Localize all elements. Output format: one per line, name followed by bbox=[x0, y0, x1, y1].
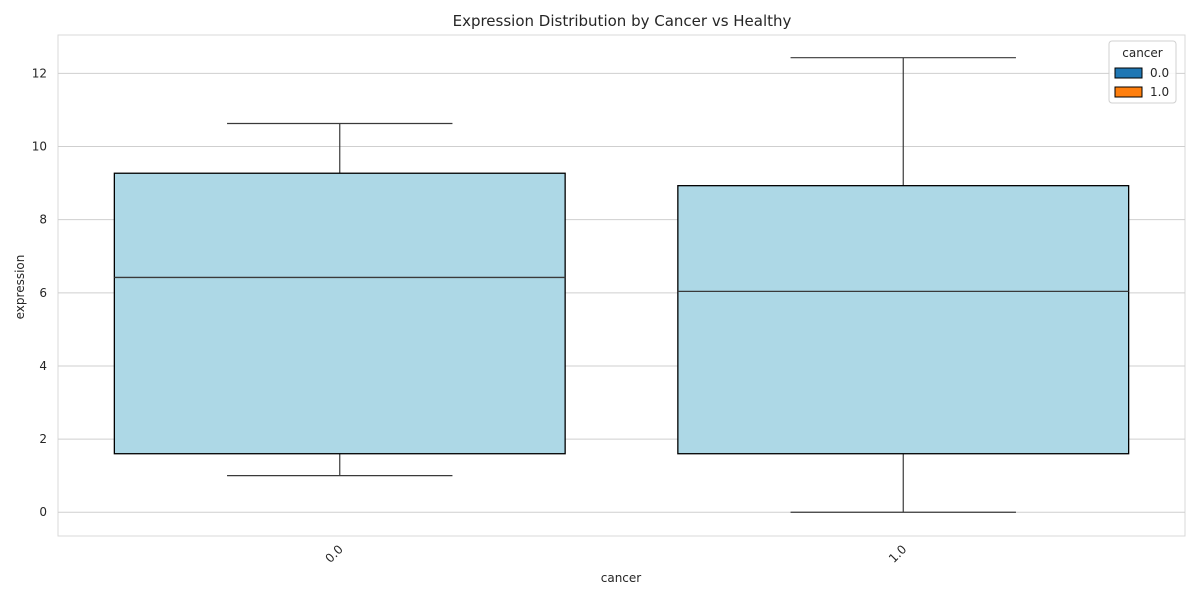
y-tick-label-2: 4 bbox=[39, 359, 47, 373]
x-tick-label-1: 1.0 bbox=[886, 542, 909, 565]
legend-label-1.0: 1.0 bbox=[1150, 85, 1169, 99]
plot-area: 0 2 4 6 8 10 12 0.0 1.0 bbox=[32, 34, 1186, 566]
box-1.0 bbox=[677, 185, 1130, 455]
y-tick-label-6: 12 bbox=[32, 66, 47, 80]
y-tick-label-1: 2 bbox=[39, 432, 47, 446]
legend: cancer 0.0 1.0 bbox=[1108, 40, 1177, 104]
y-tick-label-4: 8 bbox=[39, 213, 47, 227]
box-0.0 bbox=[113, 172, 566, 455]
y-axis-label: expression bbox=[13, 255, 27, 320]
y-tick-label-3: 6 bbox=[39, 286, 47, 300]
plot-frame bbox=[57, 34, 1186, 537]
x-axis-label: cancer bbox=[601, 571, 642, 585]
legend-swatch-0.0 bbox=[1114, 67, 1143, 79]
legend-title: cancer bbox=[1122, 46, 1163, 60]
y-tick-label-5: 10 bbox=[32, 140, 47, 154]
chart-title: Expression Distribution by Cancer vs Hea… bbox=[453, 12, 792, 30]
x-tick-label-0: 0.0 bbox=[322, 542, 345, 565]
y-tick-label-0: 0 bbox=[39, 505, 47, 519]
legend-label-0.0: 0.0 bbox=[1150, 66, 1169, 80]
legend-swatch-1.0 bbox=[1114, 86, 1143, 98]
